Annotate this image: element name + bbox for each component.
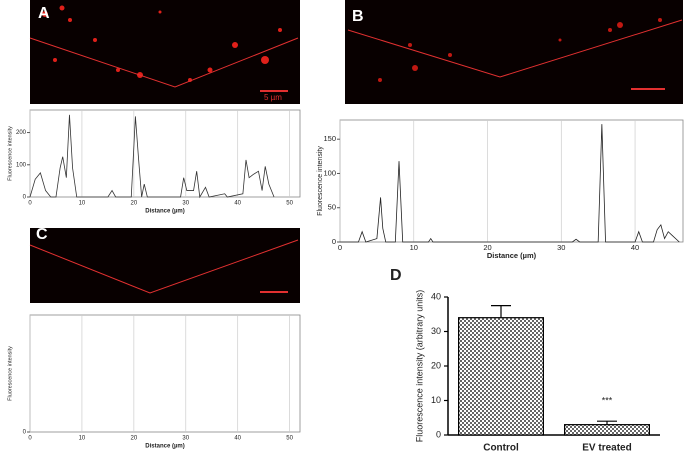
x-axis-label: Distance (µm)	[487, 251, 537, 260]
panel-label: D	[390, 267, 402, 284]
bar	[458, 317, 545, 436]
y-axis-label: Fluorescence intensity (arbitrary units)	[414, 290, 424, 443]
y-axis-label: Fluorescence intensity	[7, 346, 13, 401]
x-tick-label: EV treated	[582, 443, 631, 454]
x-tick-label: 30	[557, 243, 565, 252]
x-tick-label: 20	[131, 201, 138, 207]
x-tick-label: 20	[131, 436, 138, 442]
plot-frame	[29, 109, 301, 198]
y-tick-label: 150	[323, 134, 336, 143]
panel-label: C	[36, 226, 48, 243]
x-tick-label: 10	[79, 201, 86, 207]
x-tick-label: 20	[483, 243, 491, 252]
bar	[563, 424, 650, 436]
x-tick-label: 0	[28, 436, 32, 442]
y-tick-label: 10	[431, 395, 441, 405]
y-tick-label: 0	[23, 195, 27, 201]
panel-label: B	[352, 8, 364, 25]
y-tick-label: 0	[332, 237, 336, 246]
y-tick-label: 100	[323, 168, 336, 177]
x-tick-label: 0	[338, 243, 342, 252]
x-tick-label: 50	[286, 436, 293, 442]
y-tick-label: 40	[431, 291, 441, 301]
y-tick-label: 50	[328, 203, 336, 212]
plot-frame	[29, 314, 301, 433]
y-tick-label: 20	[431, 360, 441, 370]
y-tick-label: 200	[16, 130, 27, 136]
x-axis-label: Distance (µm)	[145, 444, 184, 450]
plot-frame	[339, 119, 684, 243]
x-tick-label: Control	[483, 443, 519, 454]
panel-label: A	[38, 5, 50, 22]
y-axis-label: Fluorescence intensity	[7, 126, 13, 181]
profile-line	[340, 124, 680, 243]
profile-line	[29, 114, 275, 199]
x-tick-label: 10	[79, 436, 86, 442]
x-tick-label: 0	[28, 201, 32, 207]
x-tick-label: 40	[234, 201, 241, 207]
x-tick-label: 30	[182, 201, 189, 207]
y-tick-label: 30	[431, 326, 441, 336]
y-tick-label: 100	[16, 162, 27, 168]
y-tick-label: 0	[23, 430, 27, 436]
x-tick-label: 40	[234, 436, 241, 442]
micrograph-b	[345, 0, 683, 104]
x-tick-label: 10	[410, 243, 418, 252]
annotation: ***	[602, 396, 613, 406]
x-tick-label: 40	[631, 243, 639, 252]
micrograph-c	[29, 228, 300, 303]
x-tick-label: 50	[286, 201, 293, 207]
micrograph-a	[29, 0, 300, 104]
scale-bar-label: 5 µm	[264, 93, 282, 102]
x-axis-label: Distance (µm)	[145, 209, 184, 215]
y-axis-label: Fluorescence intensity	[317, 146, 324, 216]
x-tick-label: 30	[182, 436, 189, 442]
y-tick-label: 0	[436, 429, 441, 439]
